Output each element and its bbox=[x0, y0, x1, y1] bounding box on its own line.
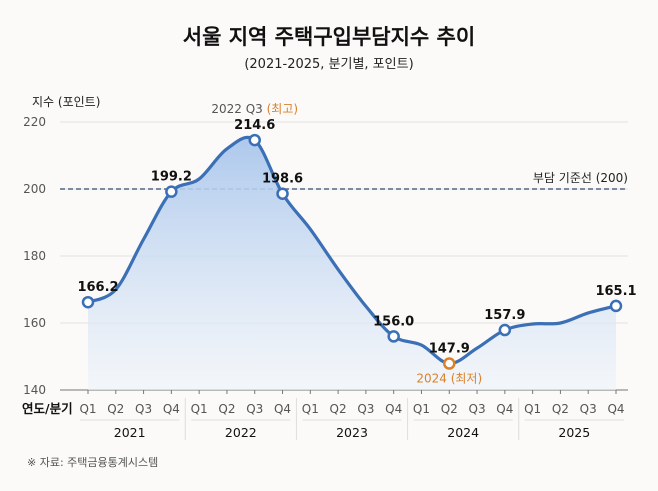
quarter-label: Q1 bbox=[191, 402, 208, 416]
x-axis-label: 연도/분기 bbox=[22, 401, 73, 416]
y-tick-label: 140 bbox=[23, 383, 46, 397]
data-point bbox=[248, 133, 261, 147]
reference-line-label: 부담 기준선 (200) bbox=[533, 171, 628, 185]
quarter-label: Q3 bbox=[469, 402, 486, 416]
year-label: 2025 bbox=[558, 425, 590, 440]
quarter-label: Q2 bbox=[107, 402, 124, 416]
quarter-label: Q1 bbox=[302, 402, 319, 416]
quarter-label: Q3 bbox=[135, 402, 152, 416]
quarter-label: Q4 bbox=[385, 402, 402, 416]
year-label: 2021 bbox=[114, 425, 146, 440]
data-label: 165.1 bbox=[595, 284, 636, 299]
quarter-label: Q4 bbox=[163, 402, 180, 416]
chart-title: 서울 지역 주택구입부담지수 추이 bbox=[183, 25, 475, 49]
y-axis-label: 지수 (포인트) bbox=[32, 95, 100, 109]
year-label: 2023 bbox=[336, 425, 368, 440]
quarter-label: Q3 bbox=[357, 402, 374, 416]
area-fill bbox=[88, 137, 616, 390]
chart-subtitle: (2021-2025, 분기별, 포인트) bbox=[244, 57, 413, 72]
trough-annotation: 2024 (최저) bbox=[416, 372, 482, 386]
quarter-label: Q4 bbox=[607, 402, 624, 416]
data-label: 198.6 bbox=[262, 172, 303, 187]
quarter-label: Q2 bbox=[441, 402, 458, 416]
y-tick-label: 220 bbox=[23, 115, 46, 129]
footnote: ※ 자료: 주택금융통계시스템 bbox=[27, 456, 158, 469]
data-point bbox=[387, 330, 400, 343]
data-label: 214.6 bbox=[234, 118, 275, 133]
y-tick-label: 160 bbox=[23, 316, 46, 330]
quarter-label: Q1 bbox=[413, 402, 430, 416]
data-point bbox=[165, 185, 178, 198]
quarter-label: Q1 bbox=[79, 402, 96, 416]
y-tick-label: 180 bbox=[23, 249, 46, 263]
quarter-label: Q4 bbox=[274, 402, 291, 416]
year-label: 2022 bbox=[225, 425, 257, 440]
peak-annotation-tag: (최고) bbox=[267, 102, 298, 116]
data-point bbox=[81, 295, 95, 309]
data-point bbox=[498, 323, 512, 337]
quarter-label: Q4 bbox=[496, 402, 513, 416]
quarter-label: Q2 bbox=[218, 402, 235, 416]
data-label: 157.9 bbox=[484, 308, 525, 323]
data-label: 147.9 bbox=[429, 342, 470, 357]
data-label: 166.2 bbox=[77, 280, 118, 295]
quarter-label: Q2 bbox=[330, 402, 347, 416]
quarter-label: Q3 bbox=[246, 402, 263, 416]
peak-annotation: 2022 Q3 (최고) bbox=[211, 102, 298, 116]
quarter-label: Q1 bbox=[524, 402, 541, 416]
year-label: 2024 bbox=[447, 425, 479, 440]
data-point bbox=[276, 187, 289, 200]
data-label: 156.0 bbox=[373, 314, 414, 329]
data-point bbox=[443, 357, 456, 370]
data-label: 199.2 bbox=[151, 170, 192, 185]
peak-annotation-period: 2022 Q3 bbox=[211, 102, 266, 116]
data-point bbox=[609, 299, 623, 313]
quarter-label: Q3 bbox=[580, 402, 597, 416]
quarter-label: Q2 bbox=[552, 402, 569, 416]
y-tick-label: 200 bbox=[23, 182, 46, 196]
